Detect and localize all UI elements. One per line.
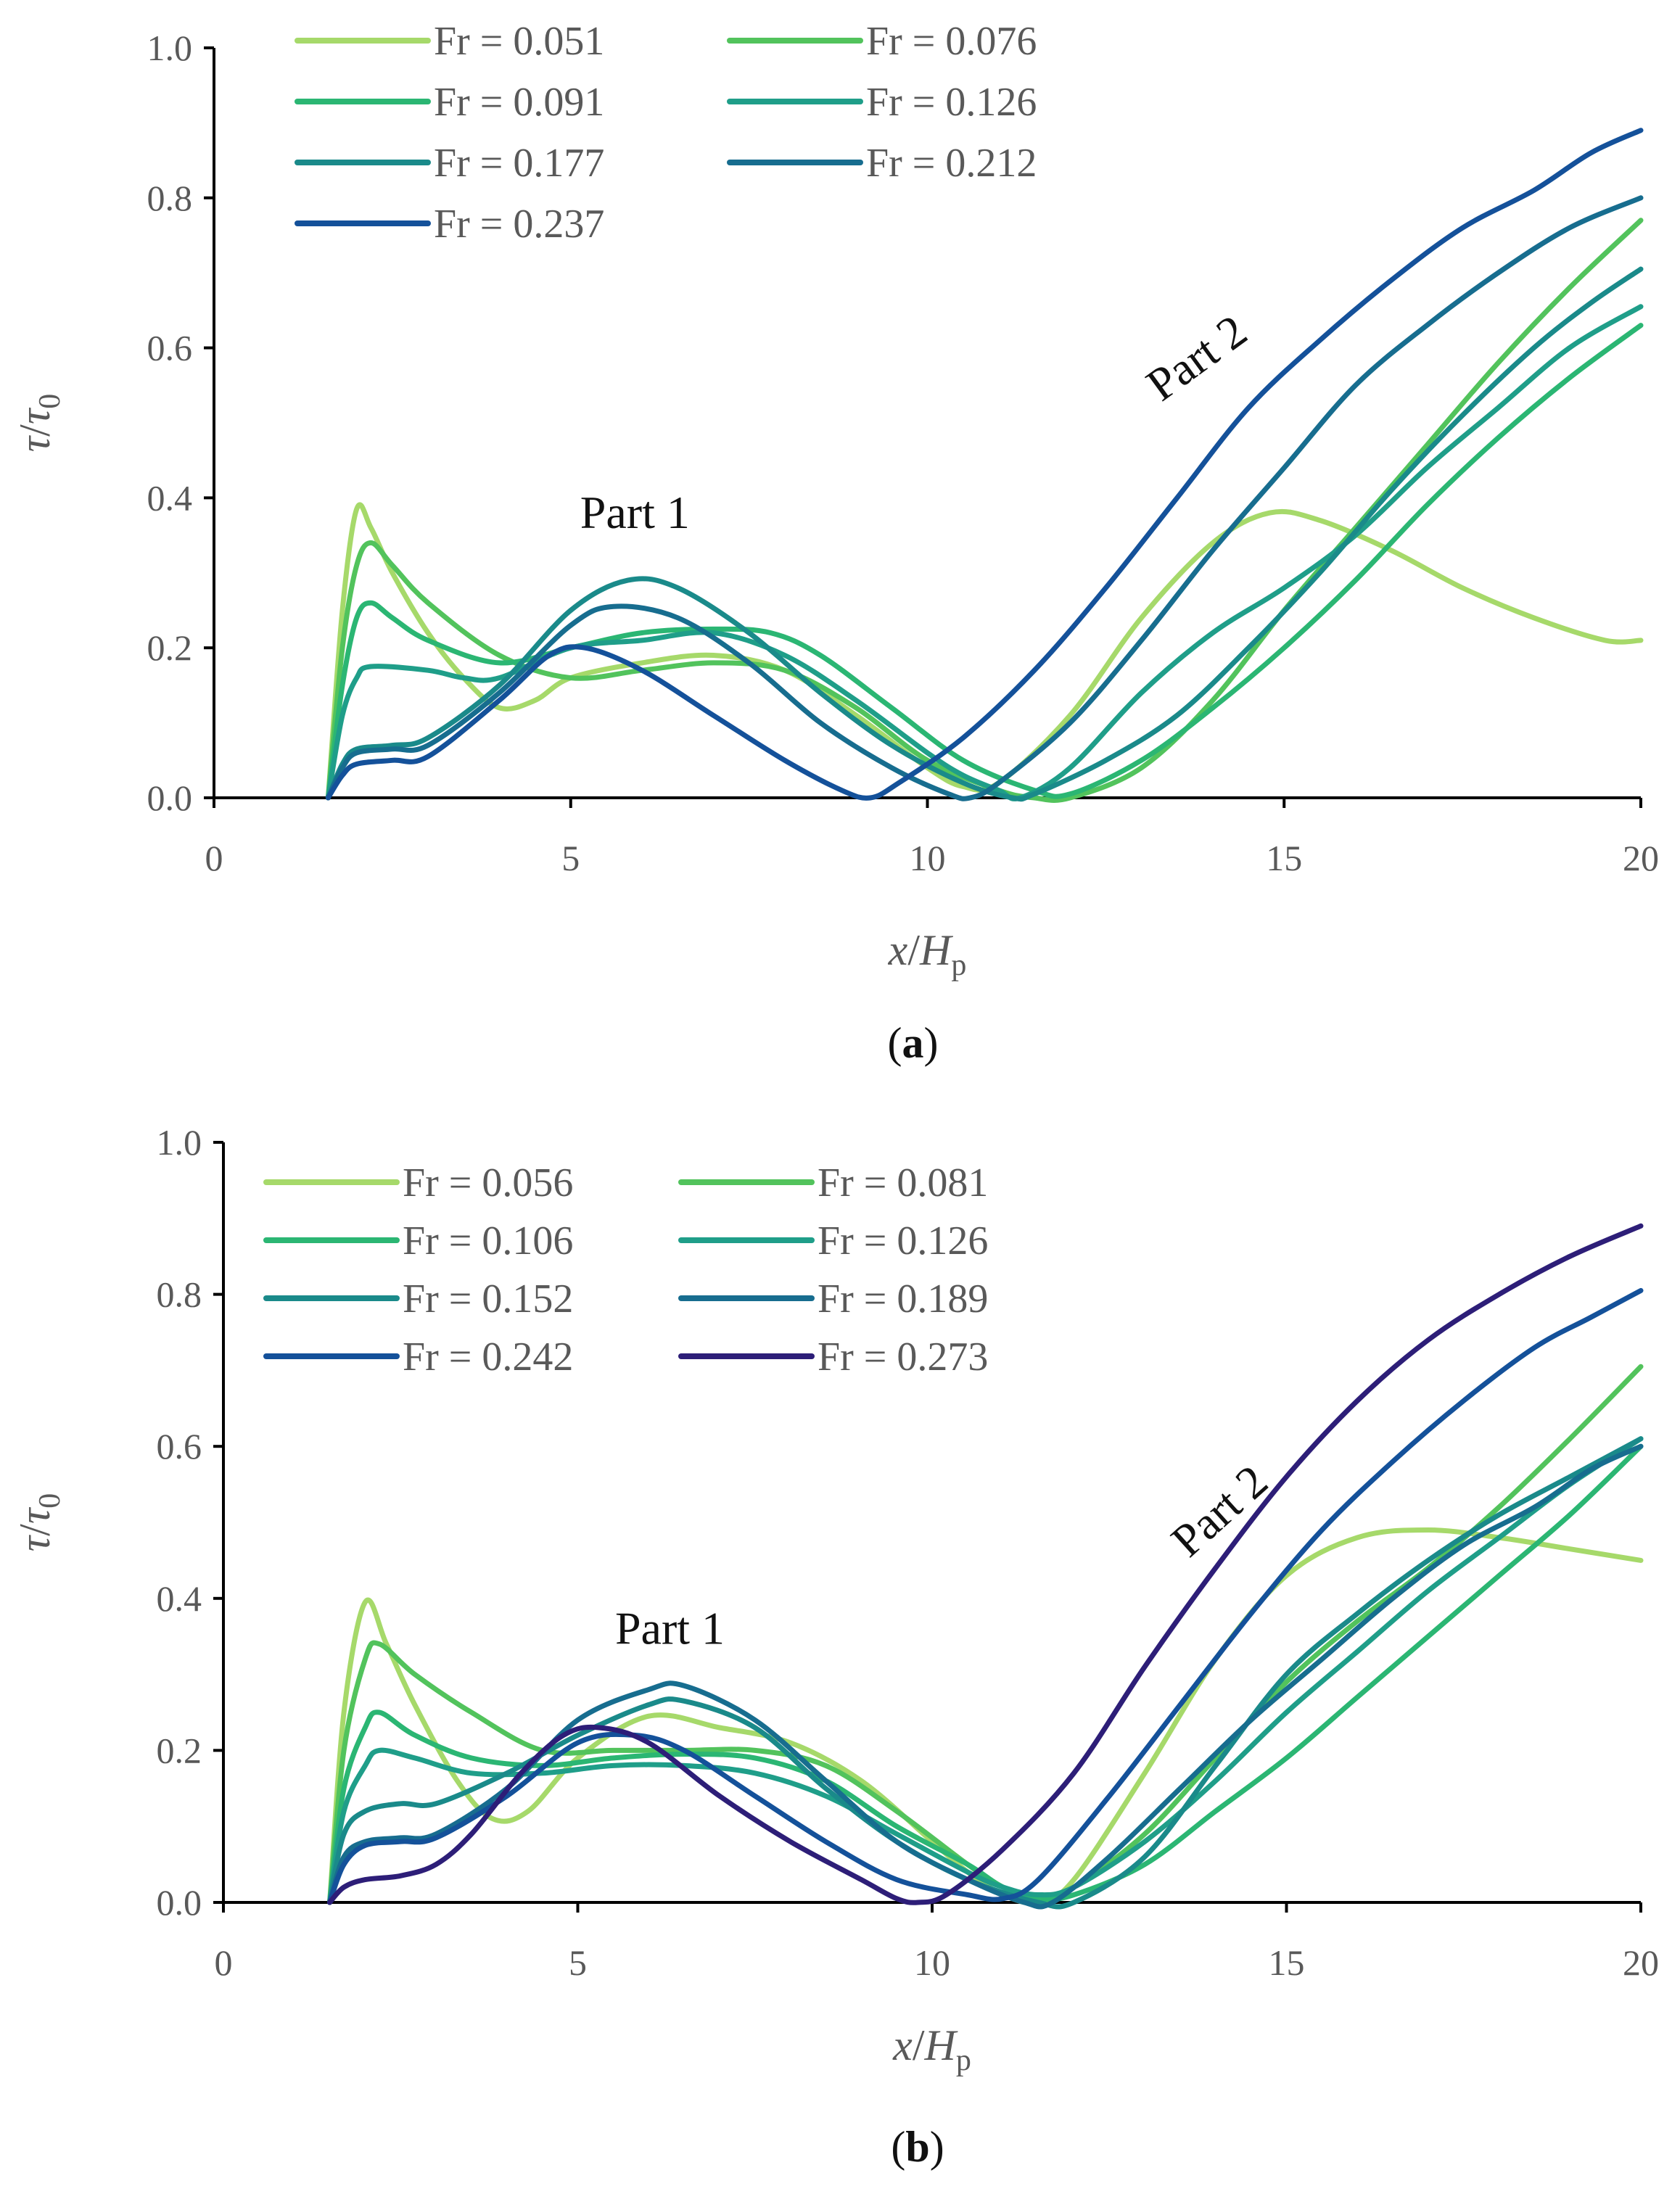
series-line [325,266,1644,802]
series-line [325,195,1644,801]
y-label-sep: / [11,1524,59,1536]
y-tick-label: 0.4 [147,477,193,518]
series-line [325,128,1644,801]
legend-label: Fr = 0.126 [866,80,1037,125]
panel-label-letter: b [905,2123,929,2171]
x-tick-label: 15 [1266,838,1302,878]
series-line [327,1443,1644,1910]
y-tick-label: 1.0 [157,1122,202,1163]
x-tick-label: 0 [205,838,223,878]
x-label-sep: / [913,2021,925,2069]
series-line [327,1223,1644,1905]
y-label-var: τ [11,434,59,452]
y-tick-label: 0.8 [147,178,193,218]
legend-label: Fr = 0.189 [818,1276,988,1321]
legend-label: Fr = 0.056 [403,1160,573,1205]
x-axis-label: x/Hp [892,2021,971,2077]
series-line [325,304,1644,801]
y-axis-label: τ/τ0 [11,1493,67,1552]
legend-label: Fr = 0.106 [403,1218,573,1263]
y-tick-label: 0.8 [157,1274,202,1315]
y-label-sym: τ [11,407,59,424]
x-tick-label: 20 [1623,1942,1659,1983]
y-label-var: τ [11,1534,59,1551]
annotation-part-1: Part 1 [615,1603,725,1654]
x-tick-label: 10 [914,1942,950,1983]
legend: Fr = 0.056 Fr = 0.081 Fr = 0.106 Fr = 0.126… [263,1160,988,1379]
x-label-sub: p [956,2044,971,2077]
legend-label: Fr = 0.152 [403,1276,573,1321]
annotation-part-1: Part 1 [580,487,690,538]
series-line [325,323,1644,801]
x-label-sym: H [919,926,954,974]
legend-label: Fr = 0.242 [403,1335,573,1379]
x-tick-label: 5 [561,838,580,878]
legend-label: Fr = 0.091 [434,80,604,125]
series-line [327,1527,1644,1906]
series-line [325,218,1644,803]
x-tick-label: 0 [215,1942,233,1983]
panel-label-open: ( [891,2123,905,2171]
x-label-sub: p [951,949,966,982]
y-tick-label: 1.0 [147,28,193,68]
x-tick-label: 20 [1623,838,1659,878]
legend-label: Fr = 0.126 [818,1218,988,1263]
y-label-sym: τ [11,1506,59,1524]
y-axis-label: τ/τ0 [11,394,67,453]
panel-label-close: ) [930,2123,944,2171]
legend-label: Fr = 0.212 [866,141,1037,186]
x-label-sym: H [923,2021,958,2069]
y-tick-label: 0.4 [157,1578,202,1619]
series-line [327,1436,1644,1910]
y-tick-label: 0.6 [157,1426,202,1467]
series-line [327,1436,1644,1905]
x-label-var: x [888,926,908,974]
legend-label: Fr = 0.273 [818,1335,988,1379]
y-tick-label: 0.6 [147,328,193,368]
legend-label: Fr = 0.051 [434,19,604,64]
series-line [325,502,1644,801]
panel-label-open: ( [888,1019,902,1067]
panel-label-close: ) [924,1019,939,1067]
legend-label: Fr = 0.177 [434,141,604,186]
y-label-sub: 0 [33,394,67,409]
y-label-sep: / [11,424,59,437]
x-axis-label: x/Hp [888,926,967,982]
legend: Fr = 0.051 Fr = 0.076 Fr = 0.091 Fr = 0.126… [295,19,1037,247]
y-tick-label: 0.0 [157,1882,202,1923]
legend-label: Fr = 0.237 [434,202,604,247]
x-label-sep: / [907,926,920,974]
y-tick-label: 0.2 [157,1730,202,1770]
series-line [327,1443,1644,1905]
x-tick-label: 5 [569,1942,587,1983]
panel-label: (a) [888,1019,939,1067]
panel-label: (b) [891,2123,944,2171]
legend-label: Fr = 0.081 [818,1160,988,1205]
y-tick-label: 0.0 [147,778,193,818]
panel-label-letter: a [902,1019,924,1067]
y-tick-label: 0.2 [147,627,193,668]
series-line [327,1287,1644,1905]
series-line [327,1364,1644,1905]
legend-label: Fr = 0.076 [866,19,1037,64]
y-label-sub: 0 [33,1493,67,1509]
annotation-part-2: Part 2 [1137,305,1256,411]
x-tick-label: 10 [910,838,946,878]
x-tick-label: 15 [1269,1942,1305,1983]
x-label-var: x [892,2021,913,2069]
